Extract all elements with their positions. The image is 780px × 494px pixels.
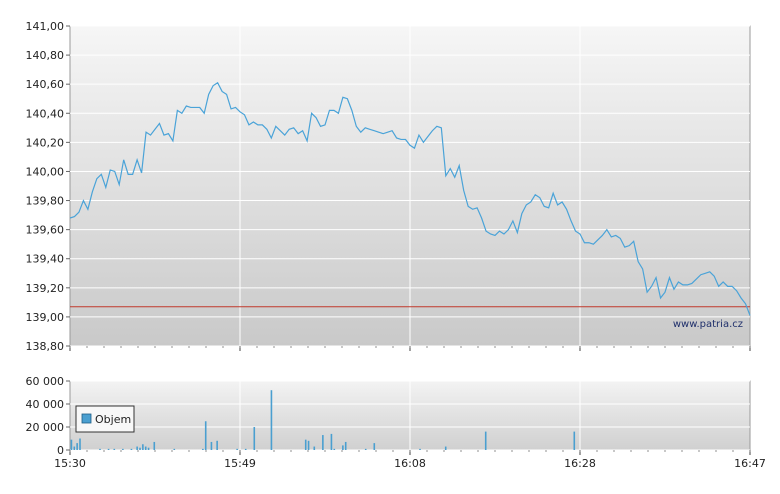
price-series-line: [69, 81, 751, 316]
volume-legend: Objem: [75, 405, 135, 433]
volume-bar: [342, 445, 344, 450]
volume-bars: [70, 390, 576, 450]
volume-bar: [173, 448, 176, 450]
price-y-tick-label: 140,80: [26, 49, 65, 62]
volume-bar: [304, 439, 307, 450]
price-x-axis: [69, 346, 751, 351]
volume-bar: [236, 448, 238, 450]
volume-bar: [139, 447, 141, 450]
price-y-tick-label: 139,20: [26, 282, 65, 295]
volume-y-tick-label: 40 000: [26, 398, 65, 411]
volume-bar: [130, 448, 133, 450]
volume-bar: [113, 448, 116, 450]
volume-y-tick-label: 60 000: [26, 375, 65, 388]
volume-bar: [333, 448, 336, 450]
price-y-tick-label: 138,80: [26, 340, 65, 353]
volume-bar: [70, 439, 73, 450]
volume-bar: [202, 448, 204, 450]
price-y-tick-label: 139,80: [26, 195, 65, 208]
legend-swatch: [81, 413, 92, 424]
price-y-tick-label: 139,40: [26, 253, 65, 266]
volume-x-tick-label: 16:47: [734, 457, 766, 470]
volume-bar: [107, 448, 110, 450]
volume-bar: [216, 440, 218, 450]
volume-x-tick-label: 15:49: [224, 457, 256, 470]
volume-y-tick-label: 20 000: [26, 421, 65, 434]
volume-bar: [573, 431, 576, 450]
price-y-tick-label: 140,40: [26, 107, 65, 120]
price-y-tick-label: 139,60: [26, 224, 65, 237]
price-y-axis: 138,80 139,00 139,20 139,40 139,60 139,80 140,…: [26, 20, 70, 353]
volume-bar: [484, 431, 487, 450]
volume-bar: [144, 446, 147, 450]
volume-x-tick-label: 16:28: [564, 457, 596, 470]
price-y-tick-label: 140,20: [26, 136, 65, 149]
volume-bar: [253, 427, 256, 450]
volume-bar: [344, 441, 347, 450]
volume-bar: [330, 433, 333, 450]
volume-bar: [73, 446, 76, 450]
volume-bar: [419, 448, 421, 450]
volume-bar: [79, 438, 81, 450]
volume-bar: [270, 390, 273, 450]
volume-x-axis: 15:30 15:49 16:08 16:28 16:47: [54, 450, 766, 470]
price-grid: [70, 25, 750, 347]
volume-bar: [76, 443, 78, 450]
price-y-tick-label: 139,00: [26, 311, 65, 324]
volume-bar: [99, 448, 101, 450]
volume-x-tick-label: 16:08: [394, 457, 426, 470]
volume-bar: [147, 447, 150, 450]
volume-bar: [307, 440, 310, 450]
volume-bar: [122, 448, 124, 450]
volume-bar: [153, 441, 156, 450]
volume-y-tick-label: 0: [57, 444, 64, 457]
volume-bar: [136, 446, 138, 450]
price-y-tick-label: 140,60: [26, 78, 65, 91]
volume-bar: [444, 446, 447, 450]
volume-bar: [313, 446, 316, 450]
volume-bar: [204, 421, 207, 450]
price-y-tick-label: 140,00: [26, 165, 65, 178]
volume-bar: [364, 448, 367, 450]
volume-bar: [373, 443, 376, 450]
price-y-tick-label: 141,00: [26, 20, 65, 33]
volume-bar: [210, 441, 213, 450]
volume-x-tick-label: 15:30: [54, 457, 86, 470]
volume-y-axis: 0 20 000 40 000 60 000: [26, 375, 70, 457]
legend-label: Objem: [95, 413, 131, 426]
volume-bar: [142, 444, 144, 450]
volume-bar: [322, 435, 324, 450]
watermark-text: www.patria.cz: [673, 319, 743, 330]
volume-bar: [244, 448, 247, 450]
